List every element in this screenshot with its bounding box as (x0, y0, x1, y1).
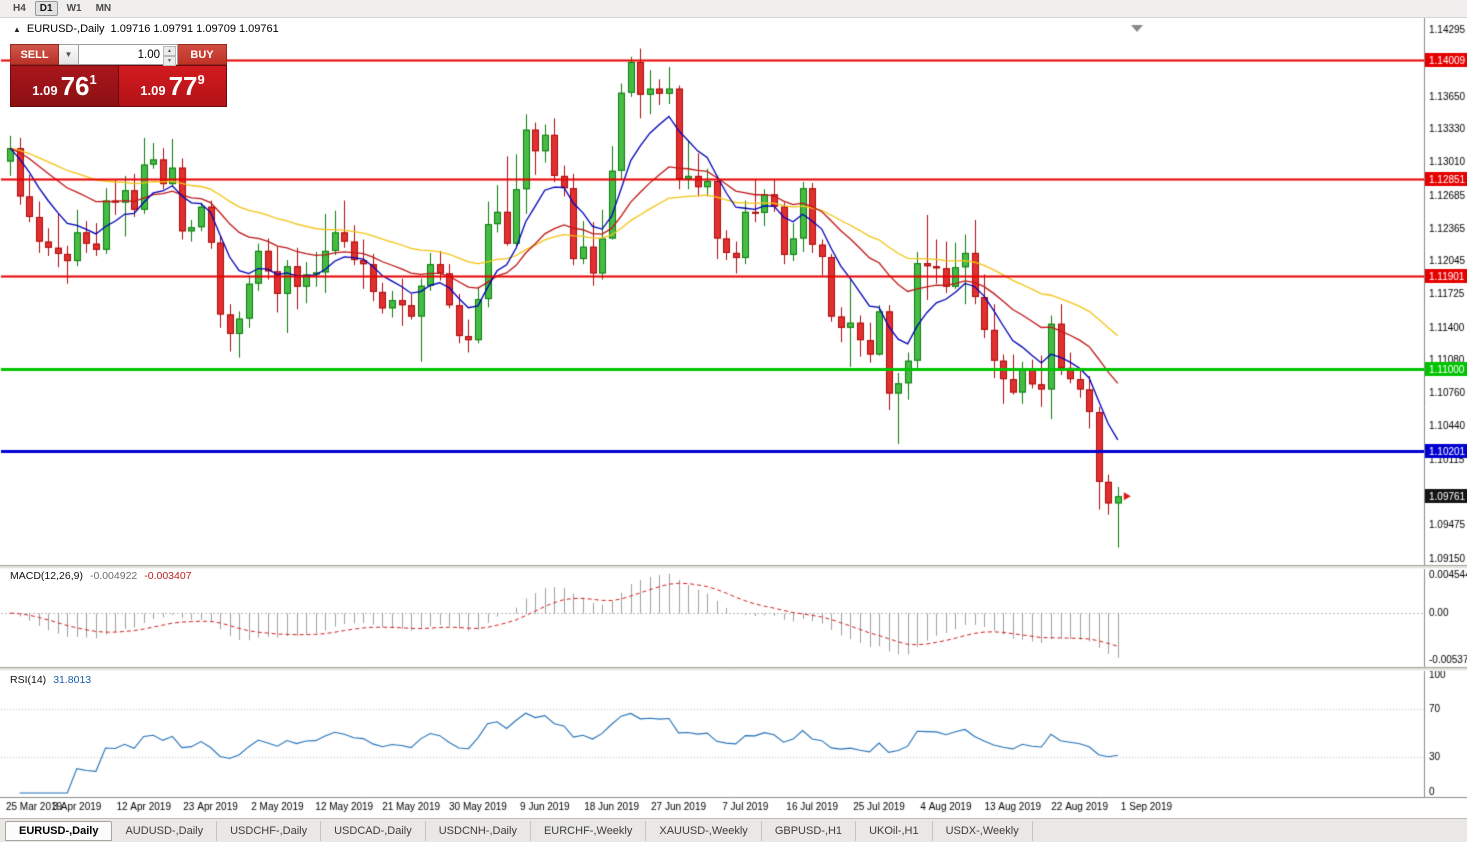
timeframe-w1-button[interactable]: W1 (62, 1, 87, 16)
macd-main-value: -0.004922 (89, 570, 138, 582)
trade-controls-row: SELL ▼ ▲ ▼ BUY (10, 44, 227, 66)
sell-button[interactable]: SELL (10, 44, 59, 65)
rsi-name: RSI(14) (10, 674, 47, 686)
sell-price-button[interactable]: 1.09 76 1 (10, 65, 118, 107)
buy-price-pips: 77 (168, 70, 198, 101)
tab-eurusd-daily[interactable]: EURUSD-,Daily (5, 820, 113, 841)
timeframe-toolbar: H4 D1 W1 MN (0, 0, 1467, 18)
buy-price-base: 1.09 (140, 82, 166, 98)
buy-price-frac: 9 (197, 72, 205, 87)
chart-window: ▲ EURUSD-,Daily 1.09716 1.09791 1.09709 … (0, 18, 1467, 818)
tab-eurchf-weekly[interactable]: EURCHF-,Weekly (531, 820, 647, 841)
buy-button[interactable]: BUY (178, 44, 227, 65)
stepper-down-icon[interactable]: ▼ (163, 56, 176, 66)
sell-price-pips: 76 (60, 70, 90, 101)
chart-title: ▲ EURUSD-,Daily 1.09716 1.09791 1.09709 … (13, 23, 279, 35)
macd-name: MACD(12,26,9) (10, 570, 83, 582)
tab-usdx-weekly[interactable]: USDX-,Weekly (933, 820, 1033, 841)
macd-indicator-label: MACD(12,26,9) -0.004922 -0.003407 (10, 570, 192, 582)
volume-stepper[interactable]: ▲ ▼ (163, 46, 176, 66)
rsi-indicator-label: RSI(14) 31.8013 (10, 674, 91, 686)
tab-gbpusd-h1[interactable]: GBPUSD-,H1 (762, 820, 857, 841)
price-chart-canvas[interactable] (0, 18, 1467, 818)
chart-ohlc-values: 1.09716 1.09791 1.09709 1.09761 (110, 23, 279, 35)
tab-usdcnh-daily[interactable]: USDCNH-,Daily (426, 820, 531, 841)
chart-symbol-period: EURUSD-,Daily (26, 23, 105, 35)
sell-price-base: 1.09 (32, 82, 58, 98)
timeframe-h4-button[interactable]: H4 (8, 1, 31, 16)
macd-signal-value: -0.003407 (144, 570, 192, 582)
timeframe-mn-button[interactable]: MN (91, 1, 117, 16)
chart-expand-icon[interactable]: ▲ (13, 24, 21, 34)
buy-price-button[interactable]: 1.09 77 9 (118, 65, 227, 107)
rsi-value: 31.8013 (53, 674, 92, 686)
stepper-up-icon[interactable]: ▲ (163, 46, 176, 56)
sell-price-frac: 1 (89, 72, 97, 87)
tab-usdcad-daily[interactable]: USDCAD-,Daily (321, 820, 426, 841)
tab-audusd-daily[interactable]: AUDUSD-,Daily (112, 820, 218, 841)
volume-field: ▲ ▼ (79, 44, 178, 66)
volume-dropdown-button[interactable]: ▼ (59, 44, 79, 65)
tab-usdchf-daily[interactable]: USDCHF-,Daily (217, 820, 322, 841)
chart-tab-bar: EURUSD-,Daily AUDUSD-,Daily USDCHF-,Dail… (0, 818, 1467, 842)
volume-input[interactable] (79, 45, 177, 65)
timeframe-d1-button[interactable]: D1 (34, 1, 58, 16)
trade-prices-row: 1.09 76 1 1.09 77 9 (10, 65, 227, 107)
tab-ukoil-h1[interactable]: UKOil-,H1 (856, 820, 933, 841)
tab-xauusd-weekly[interactable]: XAUUSD-,Weekly (646, 820, 762, 841)
chevron-down-icon: ▼ (64, 49, 73, 59)
one-click-trading-panel: SELL ▼ ▲ ▼ BUY 1.09 76 1 1.09 77 9 (10, 44, 227, 107)
